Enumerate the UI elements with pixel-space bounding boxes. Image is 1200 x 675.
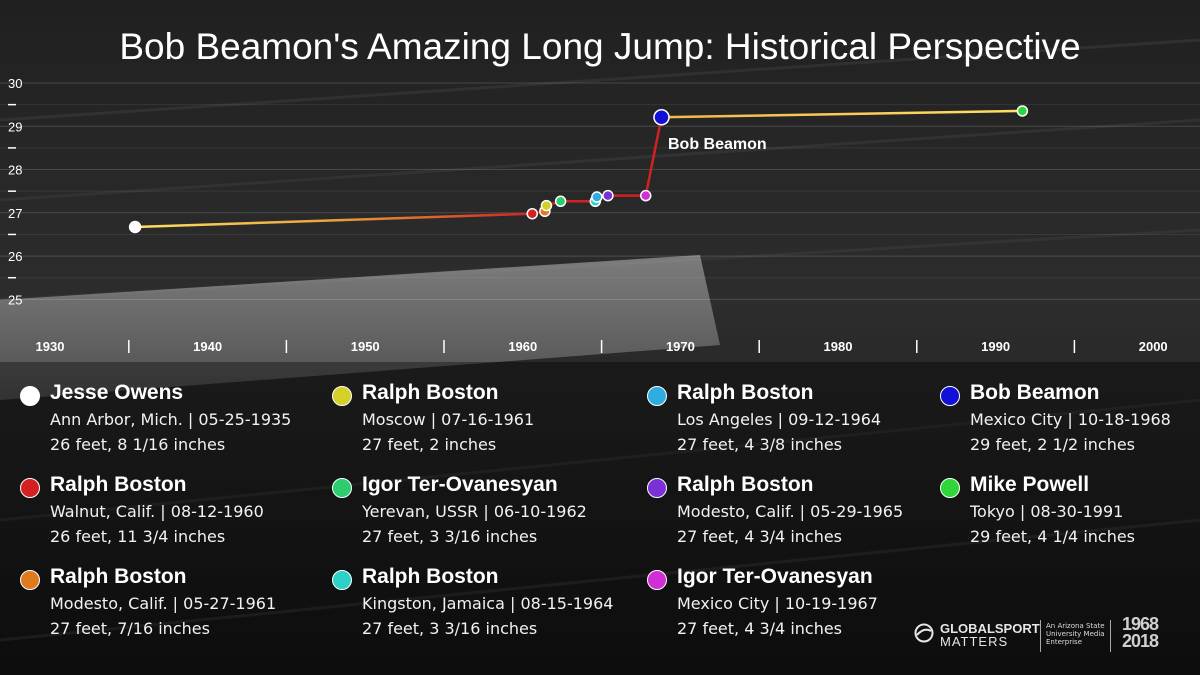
data-point: [526, 207, 539, 220]
chart: 30 29 28 27 26 25 1930 1940 1950 1960 1970 1980 1990…: [0, 76, 1200, 354]
data-point: [128, 220, 142, 234]
globe-icon: [914, 623, 934, 643]
logo-sub: MATTERS: [940, 634, 1009, 649]
legend-athlete-name: Igor Ter-Ovanesyan: [362, 473, 558, 496]
legend-color-dot: [332, 570, 352, 590]
legend-athlete-name: Jesse Owens: [50, 381, 184, 404]
legend-jump-distance: 27 feet, 7/16 inches: [50, 619, 210, 638]
brand-divider-2: [1110, 620, 1111, 652]
x-tick-label: 1960: [508, 339, 537, 354]
brand-affiliation: An Arizona State University Media Enterp…: [1046, 622, 1105, 646]
y-tick-label: 25: [8, 292, 22, 307]
legend-athlete-name: Ralph Boston: [50, 565, 187, 588]
legend-jump-distance: 27 feet, 2 inches: [362, 435, 497, 454]
data-point: [639, 189, 652, 202]
y-tick-label: 29: [8, 119, 22, 134]
series-line-segment: [135, 212, 533, 229]
legend-jump-distance: 27 feet, 4 3/4 inches: [677, 527, 843, 546]
legend-athlete-name: Ralph Boston: [50, 473, 187, 496]
y-tick-label: 28: [8, 163, 22, 178]
legend-jump-distance: 26 feet, 8 1/16 inches: [50, 435, 226, 454]
legend-jump-distance: 27 feet, 4 3/4 inches: [677, 619, 843, 638]
legend-color-dot: [647, 478, 667, 498]
x-tick-label: 1970: [666, 339, 695, 354]
data-point: [602, 189, 614, 202]
legend-place-date: Modesto, Calif. | 05-27-1961: [50, 594, 277, 613]
legend-athlete-name: Bob Beamon: [970, 381, 1100, 404]
legend-place-date: Kingston, Jamaica | 08-15-1964: [362, 594, 614, 613]
x-tick-label: 2000: [1139, 339, 1168, 354]
legend-jump-distance: 29 feet, 2 1/2 inches: [970, 435, 1136, 454]
data-point: [653, 109, 670, 126]
y-tick-label: 27: [8, 206, 22, 221]
legend-color-dot: [20, 570, 40, 590]
x-tick-label: 1940: [193, 339, 222, 354]
legend-place-date: Modesto, Calif. | 05-29-1965: [677, 502, 904, 521]
legend-place-date: Moscow | 07-16-1961: [362, 410, 535, 429]
legend-athlete-name: Mike Powell: [970, 473, 1090, 496]
measuring-tape: [0, 255, 720, 400]
legend-color-dot: [940, 478, 960, 498]
legend-place-date: Mexico City | 10-18-1968: [970, 410, 1171, 429]
anniversary-years: 1968 2018: [1122, 614, 1159, 651]
data-point: [554, 195, 567, 208]
legend-jump-distance: 29 feet, 4 1/4 inches: [970, 527, 1136, 546]
logo-name: GLOBALSPORT: [940, 621, 1040, 636]
data-point: [540, 199, 553, 212]
legend-color-dot: [20, 386, 40, 406]
legend-athlete-name: Ralph Boston: [362, 565, 499, 588]
legend-jump-distance: 26 feet, 11 3/4 inches: [50, 527, 226, 546]
legend-place-date: Yerevan, USSR | 06-10-1962: [362, 502, 587, 521]
legend-color-dot: [332, 386, 352, 406]
legend-athlete-name: Ralph Boston: [362, 381, 499, 404]
brand-divider: [1040, 620, 1041, 652]
legend-color-dot: [940, 386, 960, 406]
legend-color-dot: [332, 478, 352, 498]
legend-jump-distance: 27 feet, 3 3/16 inches: [362, 619, 538, 638]
legend-place-date: Los Angeles | 09-12-1964: [677, 410, 882, 429]
legend-place-date: Ann Arbor, Mich. | 05-25-1935: [50, 410, 292, 429]
x-tick-label: 1980: [824, 339, 853, 354]
legend-color-dot: [647, 570, 667, 590]
globalsport-logo: GLOBALSPORT MATTERS: [940, 622, 1040, 648]
legend-color-dot: [647, 386, 667, 406]
legend-jump-distance: 27 feet, 4 3/8 inches: [677, 435, 843, 454]
annotation-bob-beamon: Bob Beamon: [668, 136, 767, 153]
chart-title: Bob Beamon's Amazing Long Jump: Historic…: [119, 26, 1081, 67]
data-point: [1016, 105, 1029, 117]
legend-athlete-name: Ralph Boston: [677, 381, 814, 404]
x-tick-label: 1990: [981, 339, 1010, 354]
legend-athlete-name: Ralph Boston: [677, 473, 814, 496]
legend-athlete-name: Igor Ter-Ovanesyan: [677, 565, 873, 588]
series-line-segment: [661, 109, 1023, 119]
legend-place-date: Tokyo | 08-30-1991: [970, 502, 1124, 521]
y-tick-label: 26: [8, 249, 22, 264]
data-point: [591, 191, 603, 203]
x-tick-label: 1950: [351, 339, 380, 354]
legend-place-date: Mexico City | 10-19-1967: [677, 594, 878, 613]
x-tick-label: 1930: [36, 339, 65, 354]
legend-place-date: Walnut, Calif. | 08-12-1960: [50, 502, 264, 521]
y-tick-label: 30: [8, 76, 22, 91]
legend-color-dot: [20, 478, 40, 498]
legend-jump-distance: 27 feet, 3 3/16 inches: [362, 527, 538, 546]
